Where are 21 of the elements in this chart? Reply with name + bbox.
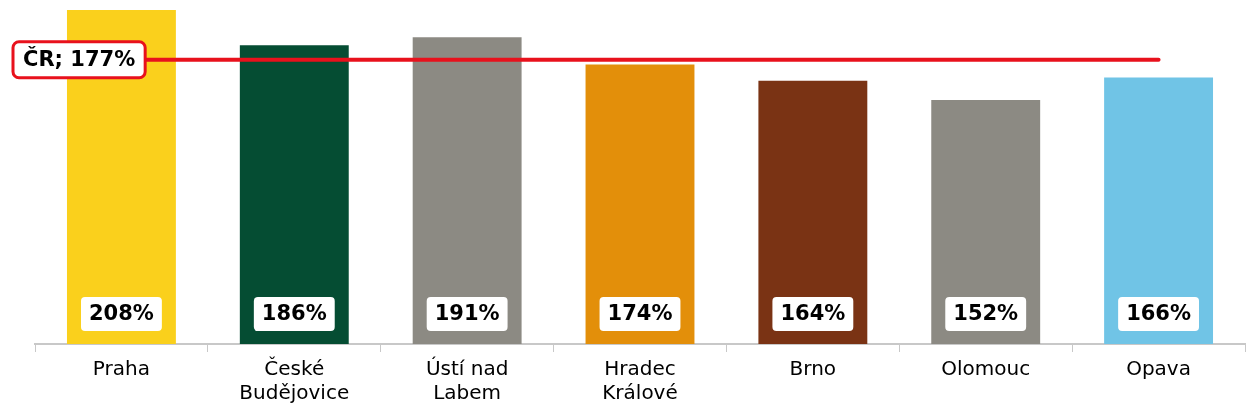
data-label: 166% bbox=[1126, 301, 1192, 326]
x-tick-label: Ústí nad Labem bbox=[425, 356, 509, 405]
data-label: 174% bbox=[607, 301, 673, 326]
data-label: 186% bbox=[261, 301, 327, 326]
ref-line-label: ČR; 177% bbox=[23, 46, 136, 72]
bar bbox=[931, 99, 1041, 344]
x-tick-label: Hradec Králové bbox=[602, 356, 678, 405]
bar bbox=[758, 80, 868, 344]
x-tick-label: Olomouc bbox=[941, 356, 1031, 381]
bar bbox=[412, 37, 522, 344]
x-tick-label: Praha bbox=[92, 356, 150, 381]
data-label: 208% bbox=[88, 301, 154, 326]
x-tick-label: České Budějovice bbox=[239, 356, 350, 405]
data-label: 152% bbox=[953, 301, 1019, 326]
x-tick-label: Brno bbox=[789, 356, 837, 381]
bar bbox=[1104, 77, 1214, 344]
bar bbox=[585, 64, 695, 344]
x-tick-label: Opava bbox=[1126, 356, 1191, 381]
data-label: 191% bbox=[434, 301, 500, 326]
data-label: 164% bbox=[780, 301, 846, 326]
bar bbox=[239, 45, 349, 344]
